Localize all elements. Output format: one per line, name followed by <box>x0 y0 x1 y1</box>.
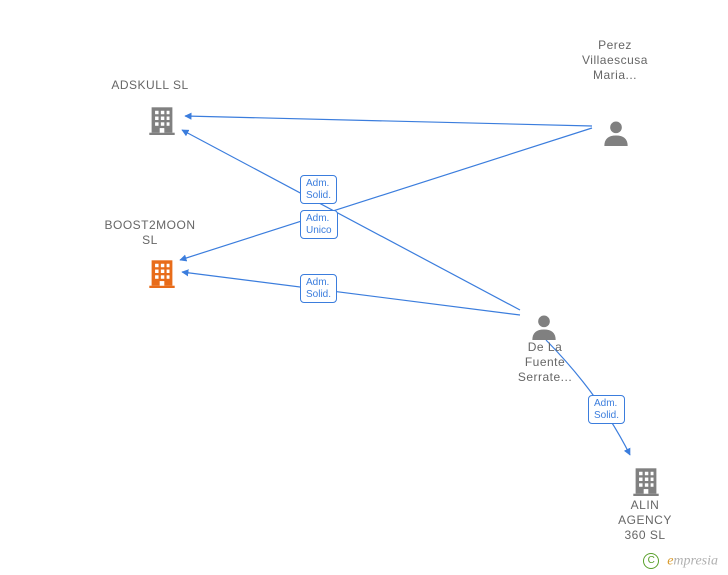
copyright-icon: C <box>643 553 659 569</box>
company-icon <box>148 105 176 135</box>
company-label-boost2moon[interactable]: BOOST2MOON SL <box>80 218 220 248</box>
person-icon <box>530 312 558 340</box>
edge-perez-boost <box>180 128 592 260</box>
watermark-brand: empresia <box>667 553 718 568</box>
person-label-perez[interactable]: Perez Villaescusa Maria... <box>560 38 670 83</box>
edge-label-dlf-boost: Adm. Solid. <box>300 274 337 303</box>
edge-dlf-adskull <box>182 130 520 310</box>
company-label-alin[interactable]: ALIN AGENCY 360 SL <box>600 498 690 543</box>
company-icon <box>632 466 660 496</box>
edge-dlf-boost <box>182 272 520 315</box>
edge-perez-adskull <box>185 116 592 126</box>
company-icon <box>148 258 176 288</box>
person-icon <box>602 118 630 146</box>
person-label-delafuente[interactable]: De La Fuente Serrate... <box>500 340 590 385</box>
edge-label-dlf-alin: Adm. Solid. <box>588 395 625 424</box>
company-label-adskull[interactable]: ADSKULL SL <box>90 78 210 93</box>
edge-label-dlf-adskull: Adm. Unico <box>300 210 338 239</box>
edge-label-perez-boost: Adm. Solid. <box>300 175 337 204</box>
watermark: C empresia <box>643 552 718 569</box>
